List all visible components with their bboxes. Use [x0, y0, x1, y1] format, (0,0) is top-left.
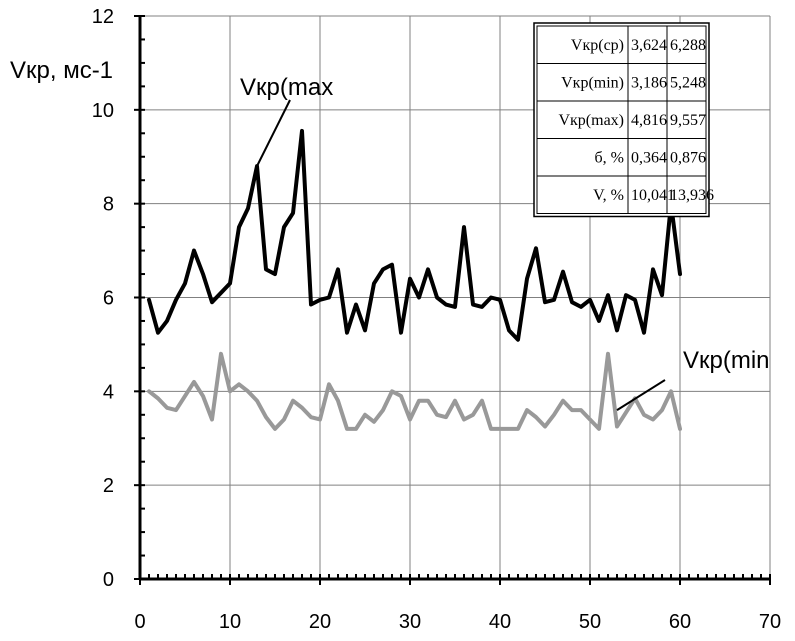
table-cell-text: Vкр(max): [558, 112, 624, 129]
y-tick-label: 10: [92, 100, 114, 122]
y-tick-label: 0: [103, 569, 114, 591]
table-cell-text: 4,816: [631, 112, 667, 129]
x-tick-label: 50: [579, 611, 601, 633]
table-cell-text: 6,288: [670, 37, 706, 54]
annotation-label: Vкр(min: [683, 347, 770, 374]
table-cell-text: 5,248: [670, 75, 706, 92]
table-cell-text: Vкр(ср): [571, 37, 624, 54]
x-tick-label: 60: [669, 611, 691, 633]
table-cell-text: 3,624: [631, 37, 667, 54]
annotation-label: Vкр(max: [240, 74, 333, 101]
table-cell: [666, 175, 707, 214]
table-cell-text: 0,876: [670, 150, 706, 167]
series-line-vkr-max: [147, 128, 682, 342]
x-tick-label: 30: [399, 611, 421, 633]
table-cell-text: б, %: [595, 150, 624, 167]
table-cell-text: 9,557: [670, 112, 706, 129]
axes: [134, 15, 771, 585]
annotations: Vкр(max Vкр(min: [240, 74, 770, 411]
y-tick-label: 8: [103, 194, 114, 216]
x-tick-label: 40: [489, 611, 511, 633]
x-tick-label: 70: [759, 611, 781, 633]
table-cell-text: 0,364: [631, 150, 667, 167]
table-cell-text: V, %: [593, 187, 624, 204]
x-tick-label: 20: [309, 611, 331, 633]
table-body: [536, 25, 707, 214]
y-tick-label: 6: [103, 288, 114, 310]
stats-table: Vкр(ср) 3,624 6,288 Vкр(min) 3,186 5,248 Vкр(m…: [533, 22, 714, 218]
y-tick-label: 4: [103, 381, 114, 403]
table-cell-text: Vкр(min): [561, 75, 624, 92]
labels: 0 10 20 30 40 50 60 70 0 2 4 6 8 10 12 Vкр, мс-1: [10, 6, 781, 633]
x-tick-label: 0: [134, 611, 145, 633]
annotation-leader-line: [256, 99, 291, 167]
y-tick-label: 12: [92, 6, 114, 28]
x-tick-label: 10: [219, 611, 241, 633]
table-cell-text: 3,186: [631, 75, 667, 92]
grid: [140, 15, 771, 579]
series-line-vkr-min: [147, 351, 682, 431]
table-cell-text: 13,936: [670, 187, 714, 204]
annotation-leader-line: [616, 379, 666, 411]
series: [147, 128, 682, 431]
y-tick-label: 2: [103, 475, 114, 497]
y-axis-label: Vкр, мс-1: [10, 57, 113, 84]
table-cell-text: 10,041: [631, 187, 675, 204]
